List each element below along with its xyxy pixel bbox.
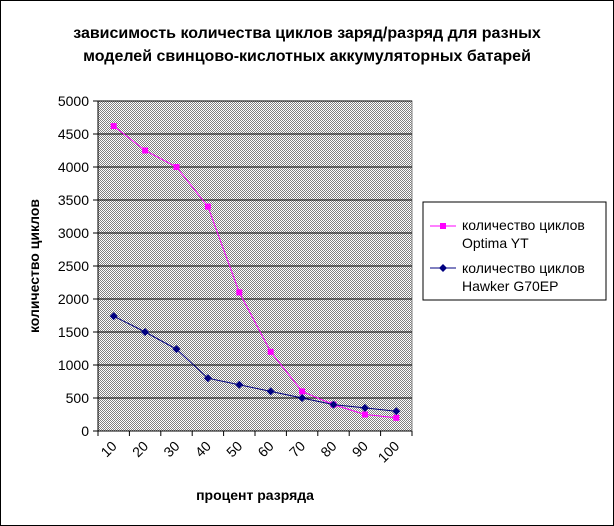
x-axis-label: процент разряда [196, 487, 314, 503]
x-tick-label-60: 60 [254, 438, 276, 460]
legend-label-optima-line-1: количество циклов [462, 217, 585, 233]
y-tick-label-3500: 3500 [58, 192, 89, 208]
series-line-hawker [113, 315, 397, 412]
point-optima-90 [361, 411, 368, 418]
point-hawker-10 [109, 312, 118, 321]
chart-title-line-2: моделей свинцово-кислотных аккумуляторны… [83, 48, 531, 65]
legend-label-hawker-line-2: Hawker G70EP [462, 278, 558, 294]
point-hawker-50 [235, 380, 244, 389]
legend-marker-hawker [439, 264, 447, 272]
gridlines [98, 100, 412, 399]
x-tick-label-40: 40 [192, 438, 214, 460]
x-tick-label-80: 80 [317, 438, 339, 460]
point-hawker-60 [266, 387, 275, 396]
y-tick-label-5000: 5000 [58, 93, 89, 109]
x-tick-label-20: 20 [129, 438, 151, 460]
y-tick-label-1500: 1500 [58, 324, 89, 340]
point-hawker-40 [203, 374, 212, 383]
series-group [109, 123, 401, 421]
y-tick-label-500: 500 [66, 390, 90, 406]
y-tick-label-1000: 1000 [58, 357, 89, 373]
y-tick-labels: 0 500 1000 1500 2000 2500 3000 3500 4000 4500 5000 [58, 93, 89, 439]
point-hawker-100 [392, 407, 401, 416]
y-tick-label-4000: 4000 [58, 159, 89, 175]
y-tick-label-0: 0 [81, 423, 89, 439]
x-tick-label-30: 30 [160, 438, 182, 460]
y-tick-label-2500: 2500 [58, 258, 89, 274]
y-tick-label-3000: 3000 [58, 225, 89, 241]
point-hawker-20 [141, 328, 150, 336]
point-hawker-30 [172, 345, 181, 354]
legend-box [422, 201, 607, 301]
point-hawker-80 [329, 400, 338, 409]
point-optima-50 [236, 289, 243, 296]
series-line-optima [113, 125, 397, 419]
x-tick-label-50: 50 [223, 438, 245, 460]
x-tick-label-90: 90 [349, 438, 371, 460]
point-optima-20 [142, 147, 149, 154]
point-optima-70 [299, 388, 306, 395]
chart-title-line-1: зависимость количества циклов заряд/разр… [73, 25, 541, 42]
y-tick-label-2000: 2000 [58, 291, 89, 307]
point-optima-40 [204, 203, 211, 210]
x-tick-label-10: 10 [97, 438, 119, 460]
x-tick-label-70: 70 [286, 438, 308, 460]
point-optima-100 [393, 414, 400, 421]
legend-marker-optima [440, 223, 446, 229]
y-tick-label-4500: 4500 [58, 126, 89, 142]
y-axis-label: количество циклов [26, 199, 42, 333]
point-hawker-90 [360, 403, 369, 412]
x-tick-labels: 10 20 30 40 50 60 70 80 90 100 [97, 438, 402, 466]
legend-label-hawker-line-1: количество циклов [462, 260, 585, 276]
x-tick-label-100: 100 [375, 438, 403, 466]
point-optima-60 [267, 348, 274, 355]
point-hawker-70 [298, 394, 307, 402]
point-optima-30 [173, 164, 180, 170]
axes [93, 100, 413, 436]
point-optima-10 [110, 123, 117, 130]
legend: количество циклов Optima YT количество ц… [422, 201, 607, 301]
legend-label-optima-line-2: Optima YT [462, 235, 529, 251]
